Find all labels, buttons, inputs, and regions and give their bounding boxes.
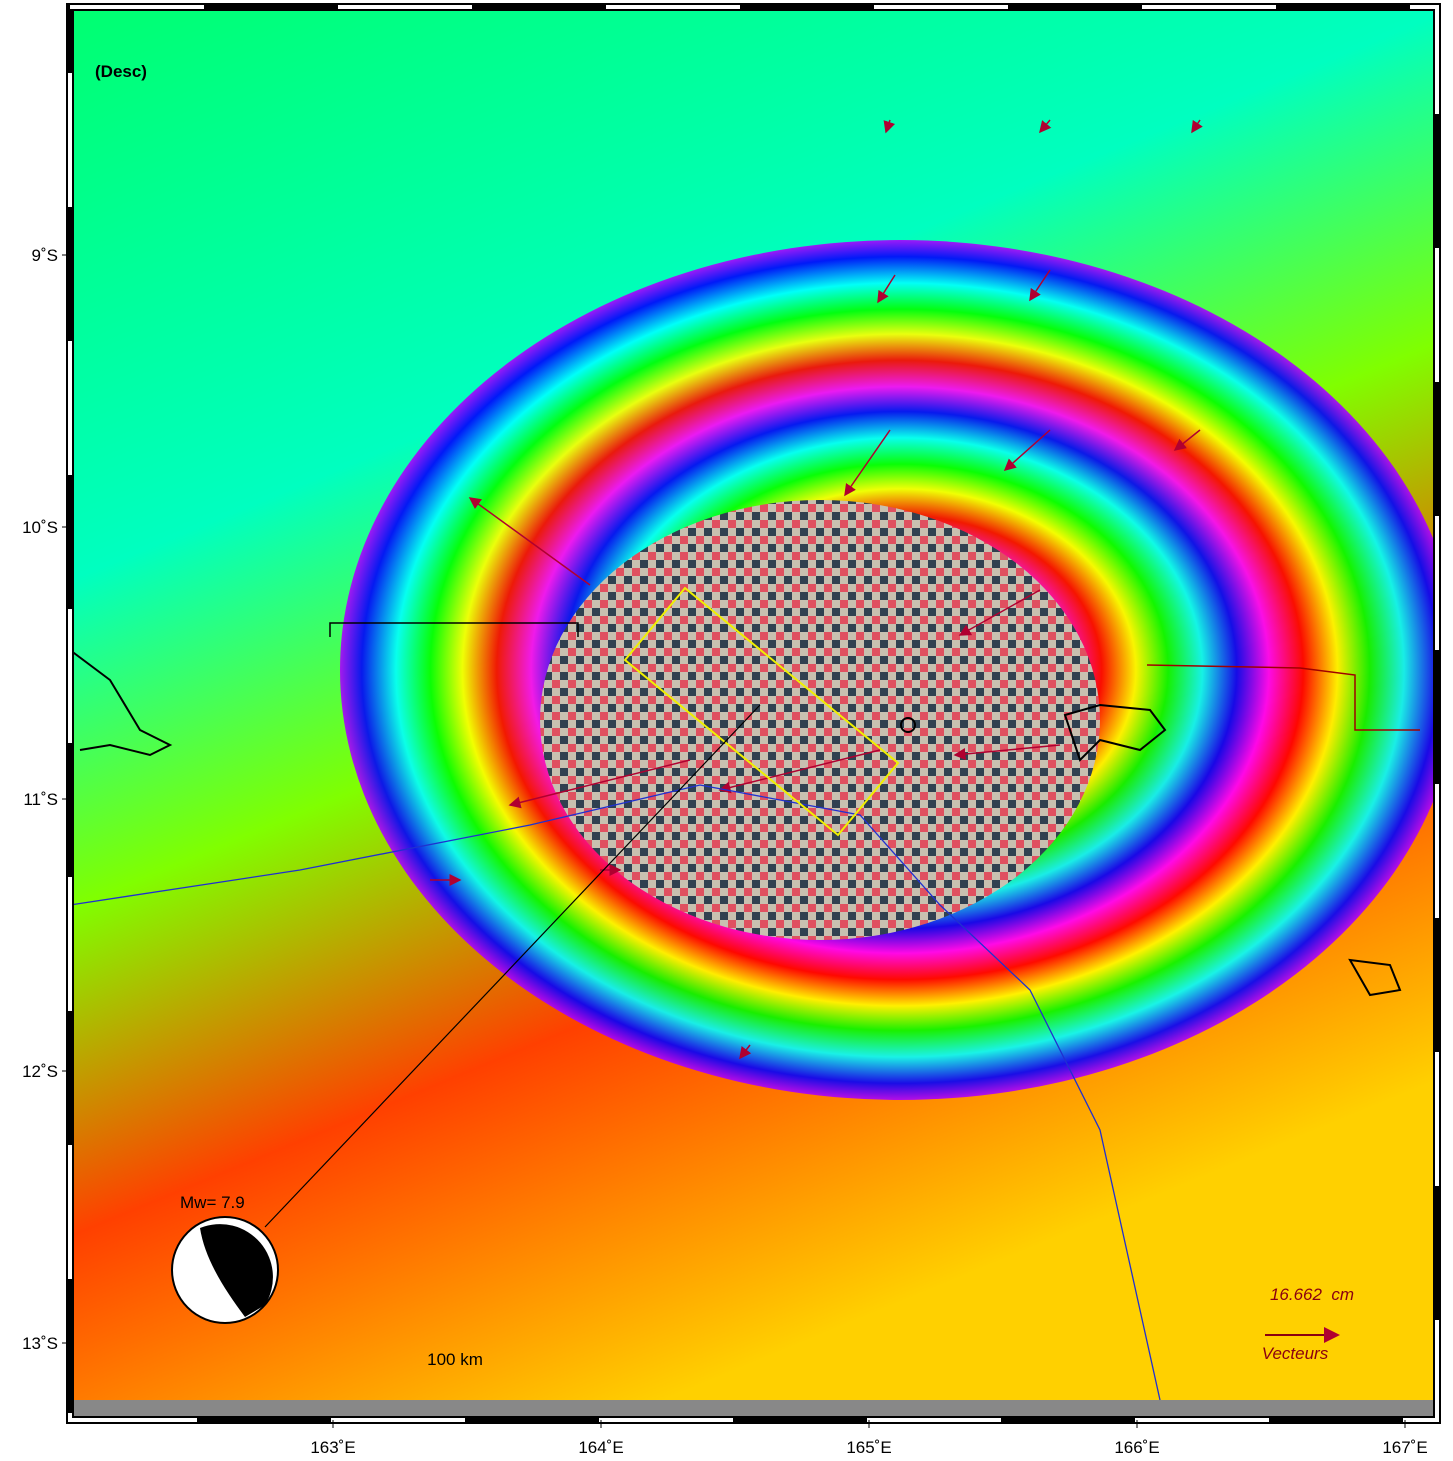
lat-tick-label: 10˚S [22, 518, 58, 537]
coastline [70, 649, 173, 757]
lon-tick-label: 167˚E [1382, 1438, 1427, 1457]
vector-scale-caption: Vecteurs [1262, 1344, 1329, 1363]
lat-tick-label: 11˚S [23, 790, 58, 809]
scale-bar-label: 100 km [427, 1350, 483, 1369]
leader-line [264, 704, 761, 1228]
scale-bar [329, 622, 579, 637]
lat-tick-label: 13˚S [22, 1334, 58, 1353]
coastline [1348, 958, 1402, 997]
lat-tick-label: 12˚S [22, 1062, 58, 1081]
interferogram [70, 7, 1437, 1420]
lon-tick-label: 163˚E [310, 1438, 355, 1457]
trench [70, 784, 1161, 1401]
lon-tick-label: 166˚E [1114, 1438, 1159, 1457]
frame-ticks [68, 5, 1439, 1422]
lon-tick-label: 164˚E [578, 1438, 623, 1457]
lat-tick-label: 9˚S [32, 246, 58, 265]
fault [1146, 664, 1420, 731]
epicenter [900, 717, 916, 733]
rupture-plane [623, 586, 900, 837]
coastline [1063, 703, 1167, 762]
vector-scale-label: 16.662 cm [1270, 1285, 1354, 1304]
panel-label: (Desc) [95, 62, 147, 81]
magnitude-label: Mw= 7.9 [180, 1193, 245, 1212]
lon-tick-label: 165˚E [846, 1438, 891, 1457]
focal-mechanism [171, 1216, 279, 1324]
